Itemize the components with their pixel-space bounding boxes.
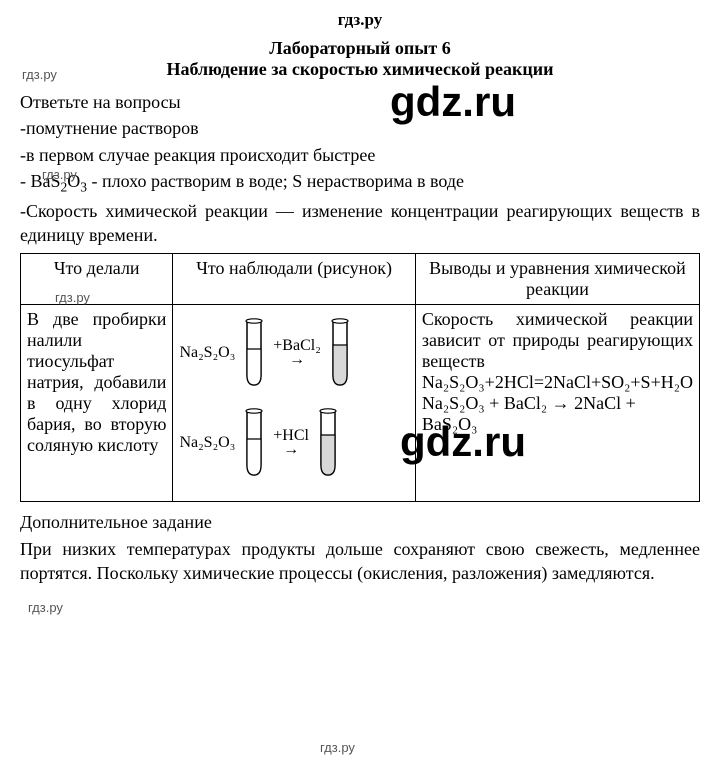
intro-line-5: -Скорость химической реакции — изменение… [20, 199, 700, 248]
cell-what-did: В две пробирки налили тиосульфат натрия,… [21, 305, 173, 502]
intro-line-2: -помутнение растворов [20, 116, 700, 140]
test-tube-clear-icon [241, 407, 267, 479]
cell-observed: Na₂S₂O₃ +BaCl₂ → [173, 305, 415, 502]
test-tube-turbid-icon [315, 407, 341, 479]
intro-line-1: Ответьте на вопросы [20, 90, 700, 114]
test-tube-clear-icon [241, 317, 267, 389]
watermark-small: гдз.ру [320, 740, 355, 755]
arrow-2-symbol: → [283, 441, 299, 458]
formula-mid: O [67, 171, 80, 191]
intro-block: Ответьте на вопросы -помутнение растворо… [20, 90, 700, 247]
table-row: В две пробирки налили тиосульфат натрия,… [21, 305, 700, 502]
arrow-2: +HCl → [273, 429, 309, 458]
equation-1: Na₂S₂O₃+2HCl=2NaCl+SO₂+S+H₂O [422, 372, 693, 393]
page: гдз.ру Лабораторный опыт 6 Наблюдение за… [0, 0, 720, 617]
intro-line-3: -в первом случае реакция происходит быст… [20, 143, 700, 167]
lab-title: Лабораторный опыт 6 [20, 38, 700, 59]
th-what-did: Что делали [21, 254, 173, 305]
th-conclusions: Выводы и уравнения химической реакции [415, 254, 699, 305]
conclusion-text: Скорость химической реакции зависит от п… [422, 309, 693, 372]
lab-table: Что делали Что наблюдали (рисунок) Вывод… [20, 253, 700, 502]
cell-conclusions: Скорость химической реакции зависит от п… [415, 305, 699, 502]
intro-line-4: - BaS2O3 - плохо растворим в воде; S нер… [20, 169, 700, 197]
formula-sub2: 3 [80, 179, 87, 194]
lab-subtitle: Наблюдение за скоростью химической реакц… [20, 59, 700, 80]
reagent-label-2: Na₂S₂O₃ [179, 434, 235, 452]
arrow-1-symbol: → [289, 351, 305, 368]
site-header: гдз.ру [20, 10, 700, 30]
equation-2: Na₂S₂O₃ + BaCl₂ → 2NaCl + BaS₂O₃ [422, 393, 693, 435]
reagent-label-1: Na₂S₂O₃ [179, 344, 235, 362]
table-header-row: Что делали Что наблюдали (рисунок) Вывод… [21, 254, 700, 305]
diagram-1: Na₂S₂O₃ +BaCl₂ → [179, 317, 408, 389]
extra-block: Дополнительное задание При низких темпер… [20, 510, 700, 585]
extra-heading: Дополнительное задание [20, 510, 700, 534]
extra-text: При низких температурах продукты дольше … [20, 537, 700, 586]
diagram-2: Na₂S₂O₃ +HCl → [179, 407, 408, 479]
formula-post: - плохо растворим в воде; S нерастворима… [87, 171, 464, 191]
formula-pre: - BaS [20, 171, 61, 191]
test-tube-turbid-icon [327, 317, 353, 389]
th-observed: Что наблюдали (рисунок) [173, 254, 415, 305]
arrow-1: +BaCl₂ → [273, 339, 321, 368]
